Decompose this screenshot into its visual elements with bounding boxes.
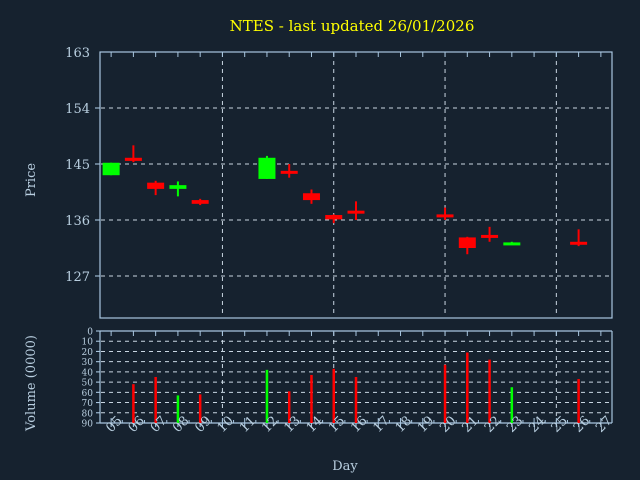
candle-body xyxy=(436,214,454,218)
candlestick xyxy=(191,198,209,206)
volume-tick-label: 50 xyxy=(82,379,94,389)
candle-body xyxy=(302,193,320,201)
candle-body xyxy=(347,210,365,214)
page-title: NTES - last updated 26/01/2026 xyxy=(230,17,475,35)
volume-tick-label: 70 xyxy=(82,399,94,409)
candlestick xyxy=(458,236,476,255)
candle-body xyxy=(325,215,343,220)
candlestick xyxy=(347,201,365,220)
candle-body xyxy=(258,157,276,179)
price-tick-label: 145 xyxy=(65,158,90,173)
candlestick xyxy=(258,155,276,179)
candlestick xyxy=(503,241,521,246)
candle-body xyxy=(102,162,120,176)
price-panel: 163 154 145 136 127 xyxy=(65,46,613,319)
volume-tick-label: 60 xyxy=(82,389,94,399)
candlestick xyxy=(481,226,499,242)
price-tick-label: 136 xyxy=(65,214,90,229)
candlestick xyxy=(280,164,298,178)
volume-tick-label: 0 xyxy=(87,328,93,338)
candlestick xyxy=(124,145,142,163)
candlestick xyxy=(325,214,343,224)
volume-tick-label: 10 xyxy=(82,338,94,348)
volume-tick-label: 90 xyxy=(82,420,94,430)
candle-body xyxy=(169,185,187,189)
candlestick xyxy=(436,207,454,220)
candle-body xyxy=(124,157,142,161)
candle-body xyxy=(147,182,165,189)
candlestick xyxy=(102,162,120,176)
volume-tick-label: 40 xyxy=(82,368,94,378)
candlestick xyxy=(302,189,320,204)
candle-body xyxy=(458,237,476,248)
price-tick-label: 154 xyxy=(65,102,90,117)
candlestick xyxy=(570,229,588,247)
candle-body xyxy=(503,242,521,246)
x-axis-label: Day xyxy=(332,459,358,474)
x-axis: 05 06 07 08 09 10 11 12 13 14 15 16 17 18 19 20 21 22 23 24… xyxy=(103,414,615,436)
candle-body xyxy=(280,170,298,174)
price-tick-label: 127 xyxy=(65,270,90,285)
price-tick-label: 163 xyxy=(65,46,90,61)
candle-body xyxy=(191,200,209,204)
candle-body xyxy=(481,234,499,238)
volume-tick-label: 30 xyxy=(82,358,94,368)
volume-axis-label: Volume (0000) xyxy=(24,335,39,432)
price-axis-label: Price xyxy=(24,163,39,197)
candlestick xyxy=(169,181,187,197)
candlestick xyxy=(147,180,165,196)
volume-tick-label: 20 xyxy=(82,348,94,358)
volume-tick-label: 80 xyxy=(82,409,94,419)
candle-body xyxy=(570,241,588,245)
